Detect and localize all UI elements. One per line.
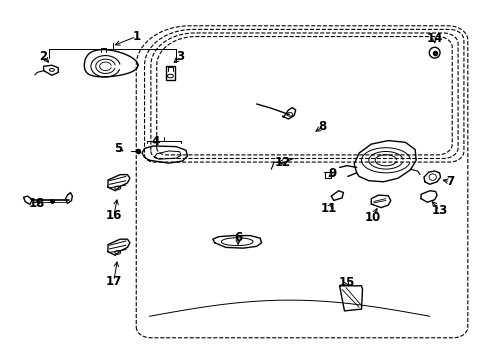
Text: 13: 13 xyxy=(430,204,447,217)
Text: 18: 18 xyxy=(29,197,45,210)
Text: 16: 16 xyxy=(105,210,122,222)
Text: 3: 3 xyxy=(176,50,184,63)
Text: 1: 1 xyxy=(132,30,140,43)
Bar xyxy=(165,66,175,80)
Text: 8: 8 xyxy=(318,121,326,134)
Text: 17: 17 xyxy=(105,275,122,288)
Text: 2: 2 xyxy=(40,50,47,63)
Text: 7: 7 xyxy=(445,175,453,188)
Text: 11: 11 xyxy=(320,202,336,215)
Text: 10: 10 xyxy=(364,211,380,224)
Text: 14: 14 xyxy=(426,32,442,45)
Text: 5: 5 xyxy=(113,142,122,155)
Text: 12: 12 xyxy=(274,156,290,168)
Text: 4: 4 xyxy=(151,135,160,148)
Text: 6: 6 xyxy=(234,231,242,244)
Text: 15: 15 xyxy=(338,276,354,289)
Text: 9: 9 xyxy=(327,167,336,180)
